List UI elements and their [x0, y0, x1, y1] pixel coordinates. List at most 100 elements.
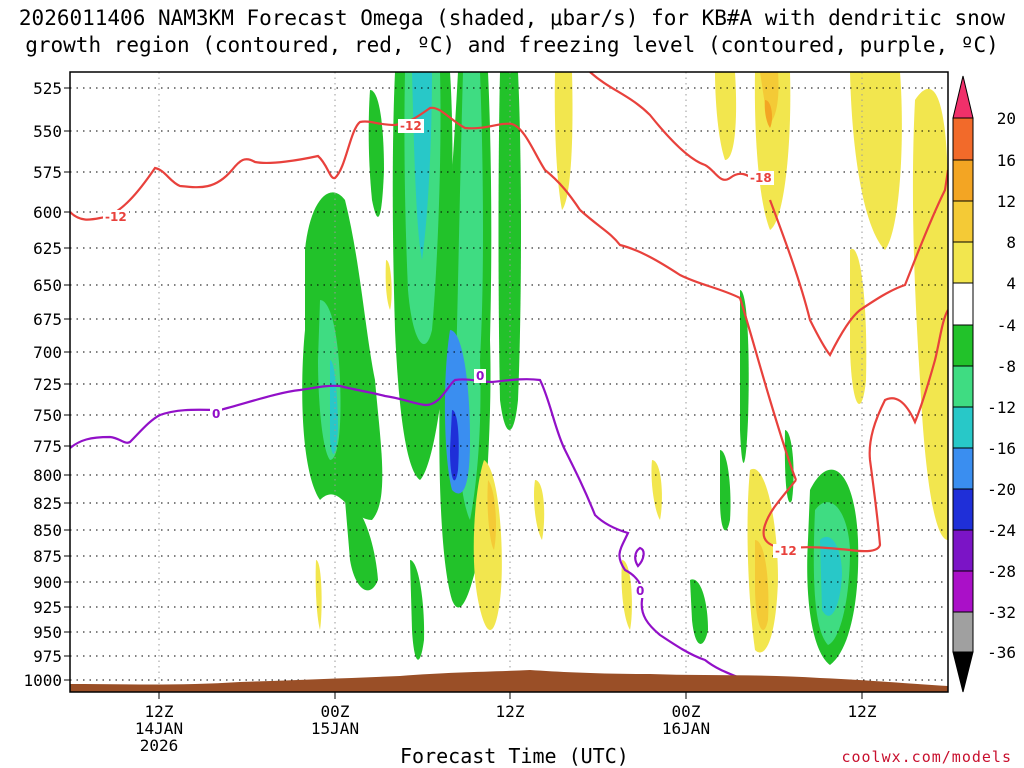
colorbar-label: 16 [997, 151, 1016, 170]
colorbar-segment [952, 570, 974, 613]
colorbar-label: -20 [987, 480, 1016, 499]
site-credit: coolwx.com/models [841, 748, 1012, 766]
omega-region [690, 579, 708, 644]
colorbar-segment [952, 200, 974, 243]
omega-region [755, 540, 769, 630]
dgz-contour-right [589, 72, 756, 181]
colorbar-segment [952, 159, 974, 202]
pressure-tick-label: 750 [33, 406, 62, 425]
time-tick-label: 14JAN [135, 719, 183, 738]
pressure-tick-label: 675 [33, 310, 62, 329]
omega-region [368, 90, 384, 217]
contour-label: 0 [636, 584, 644, 598]
omega-region [715, 72, 737, 160]
colorbar-label: -28 [987, 562, 1016, 581]
contour-label: 0 [476, 369, 484, 383]
contour-labels: -12 -12 -18 -12 0 0 0 [103, 119, 801, 598]
colorbar-label: -4 [997, 316, 1016, 335]
time-tick-label: 16JAN [662, 719, 710, 738]
omega-region [450, 410, 459, 481]
colorbar-segment [952, 406, 974, 449]
pressure-tick-label: 700 [33, 343, 62, 362]
omega-region [912, 88, 948, 541]
plot-frame [69, 71, 949, 693]
omega-region [345, 500, 378, 591]
pressure-tick-label: 875 [33, 547, 62, 566]
omega-region [533, 480, 545, 540]
pressure-tick-label: 850 [33, 521, 62, 540]
omega-region [820, 536, 842, 616]
dgz-contour-upper [70, 106, 798, 481]
pressure-tick-label: 925 [33, 598, 62, 617]
colorbar-label: 8 [1006, 233, 1016, 252]
colorbar-segment [952, 117, 974, 161]
colorbar-segment [952, 611, 974, 653]
time-tick-label: 12Z [848, 702, 877, 721]
colorbar-label: -8 [997, 357, 1016, 376]
x-axis-title: Forecast Time (UTC) [400, 744, 629, 768]
colorbar-label: -24 [987, 521, 1016, 540]
pressure-tick-label: 725 [33, 375, 62, 394]
omega-region [720, 450, 731, 531]
colorbar-segment [952, 447, 974, 490]
omega-region [302, 192, 383, 520]
time-tick-label: 00Z [321, 702, 350, 721]
colorbar-segment [952, 651, 974, 693]
pressure-tick-label: 825 [33, 494, 62, 513]
contour-label: -12 [400, 119, 422, 133]
omega-region [487, 480, 496, 550]
omega-region [554, 72, 573, 210]
colorbar-label: -32 [987, 603, 1016, 622]
omega-region [410, 560, 425, 660]
omega-region [740, 290, 749, 463]
pressure-tick-label: 650 [33, 276, 62, 295]
terrain-ground [70, 670, 948, 692]
colorbar-segment [952, 529, 974, 572]
pressure-tick-label: 575 [33, 163, 62, 182]
time-tick-label: 12Z [496, 702, 525, 721]
omega-region [754, 72, 791, 230]
pressure-tick-label: 975 [33, 647, 62, 666]
colorbar-segment [952, 75, 974, 119]
contour-label: 0 [212, 407, 220, 421]
omega-region [764, 100, 773, 128]
chart-title-line2: growth region (contoured, red, ºC) and f… [25, 33, 999, 57]
contour-label: -18 [750, 171, 772, 185]
pressure-tick-label: 550 [33, 122, 62, 141]
colorbar-label: -16 [987, 439, 1016, 458]
colorbar-segment [952, 324, 974, 367]
omega-region [621, 560, 632, 630]
time-tick-label: 00Z [672, 702, 701, 721]
colorbar-segment [952, 282, 974, 326]
colorbar-label: -12 [987, 398, 1016, 417]
contour-label: -12 [105, 210, 127, 224]
contour-label: -12 [775, 544, 797, 558]
omega-region [850, 248, 867, 404]
chart-title-line1: 2026011406 NAM3KM Forecast Omega (shaded… [18, 6, 1006, 30]
omega-region [651, 460, 662, 520]
time-tick-label: 15JAN [311, 719, 359, 738]
omega-shading [302, 72, 948, 665]
pressure-tick-label: 775 [33, 437, 62, 456]
omega-region [315, 560, 322, 630]
pressure-tick-label: 600 [33, 203, 62, 222]
colorbar-segment [952, 365, 974, 408]
colorbar: 20 16 12 8 4 -4 -8 -12 -16 -20 -24 -28 -32 -36 [952, 75, 1016, 693]
dgz-contour-mid [768, 169, 948, 358]
colorbar-label: -36 [987, 643, 1016, 662]
omega-region [498, 72, 521, 430]
pressure-tick-label: 900 [33, 573, 62, 592]
omega-region [330, 360, 338, 454]
dgz-contour-lower [762, 309, 948, 553]
time-tick-label: 12Z [145, 702, 174, 721]
time-tick-label: 2026 [140, 736, 179, 755]
freezing-level-loop [634, 546, 645, 568]
colorbar-label: 4 [1006, 274, 1016, 293]
omega-region [760, 72, 779, 125]
pressure-tick-label: 625 [33, 239, 62, 258]
pressure-tick-label: 800 [33, 466, 62, 485]
pressure-tick-label: 950 [33, 623, 62, 642]
colorbar-segment [952, 488, 974, 531]
